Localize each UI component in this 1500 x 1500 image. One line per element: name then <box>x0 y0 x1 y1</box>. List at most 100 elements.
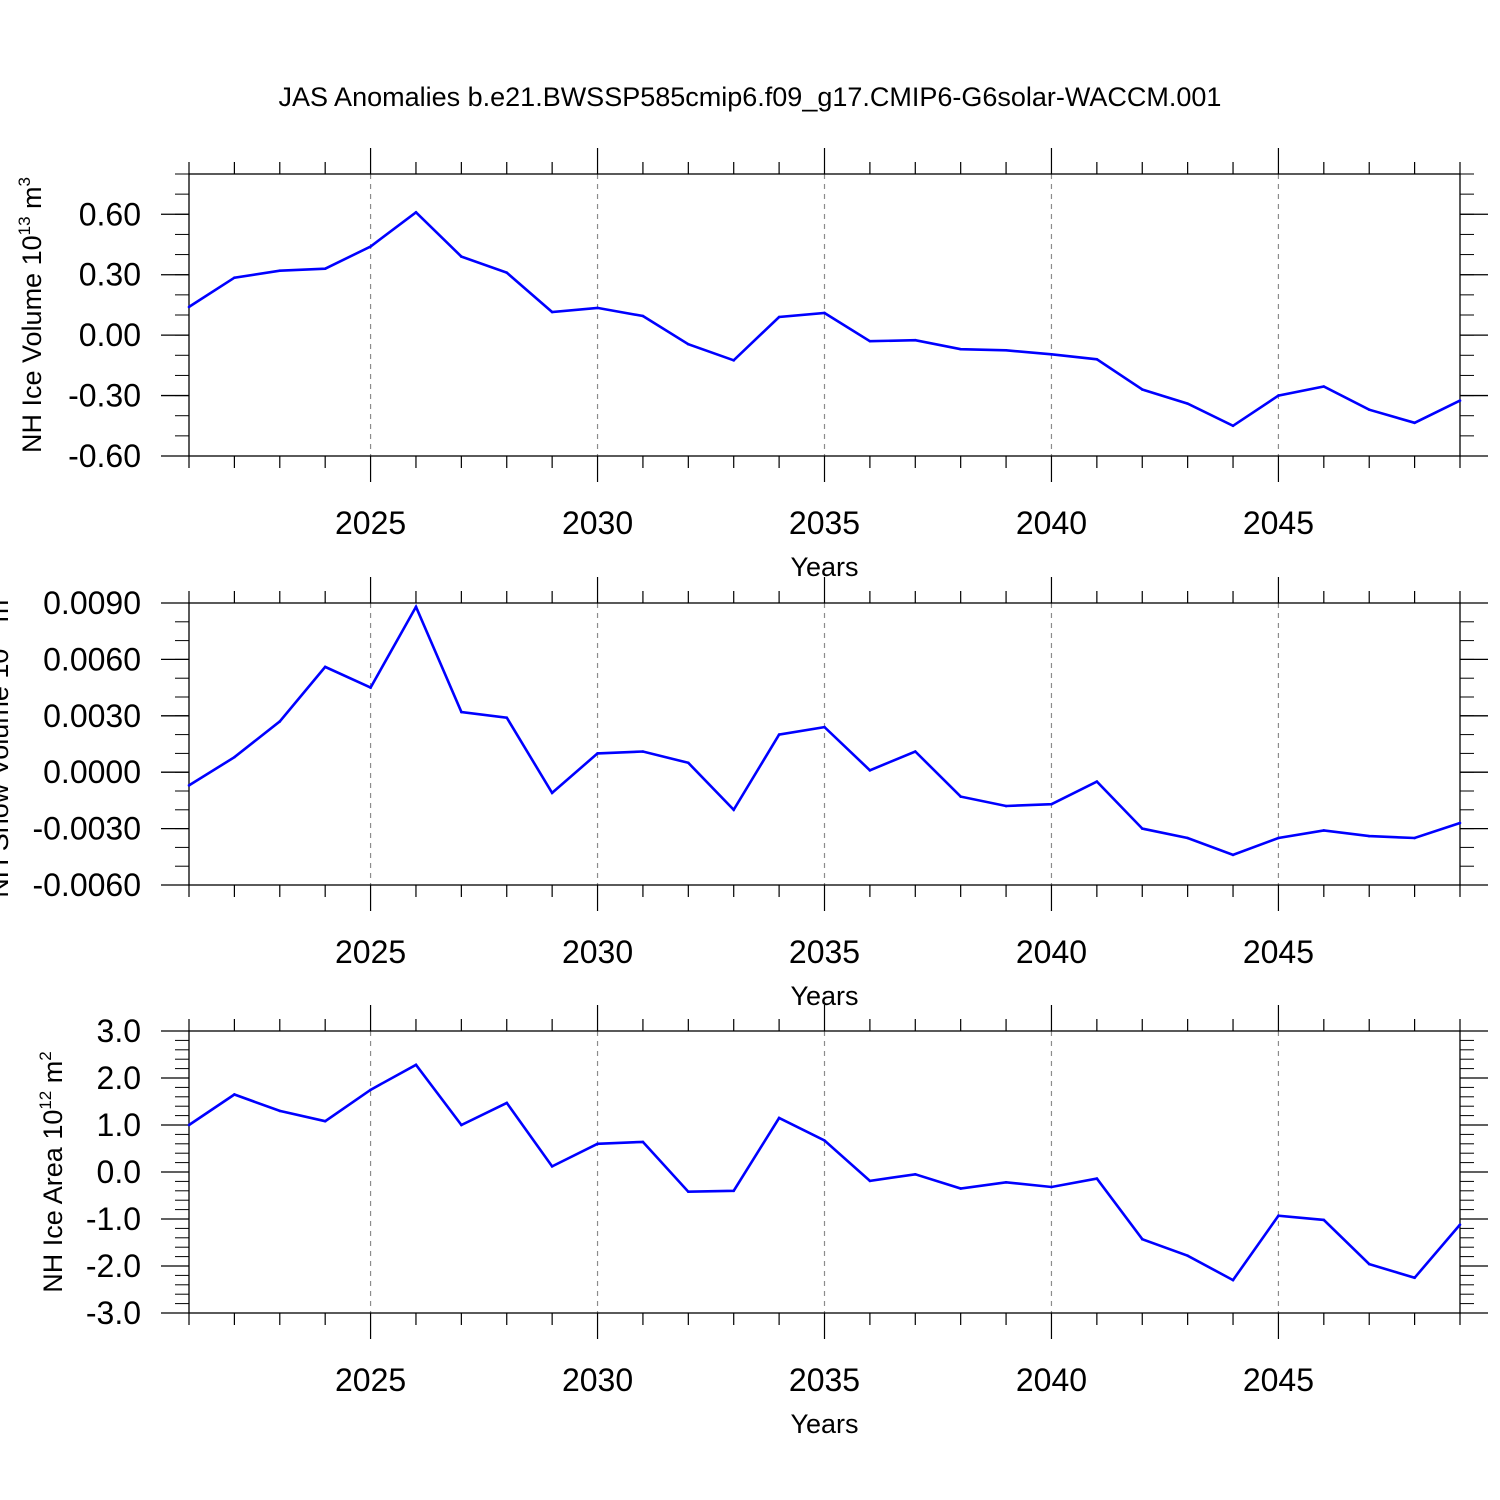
data-point <box>959 795 962 798</box>
data-point <box>414 605 418 609</box>
data-point <box>550 791 554 795</box>
y-tick-label: -0.0060 <box>32 867 141 903</box>
data-point <box>414 210 418 214</box>
x-tick-label: 2040 <box>1016 934 1087 970</box>
data-point <box>1458 1223 1462 1226</box>
data-point <box>687 342 690 346</box>
x-tick-label: 2045 <box>1243 505 1314 541</box>
x-tick-label: 2035 <box>789 1362 860 1398</box>
data-point <box>1413 1276 1416 1280</box>
data-point <box>550 310 554 314</box>
data-point <box>1186 402 1189 405</box>
data-point <box>1004 804 1008 808</box>
data-point <box>1277 836 1280 840</box>
data-point <box>414 1063 418 1067</box>
data-point <box>1413 836 1416 840</box>
data-point <box>460 255 463 258</box>
data-point <box>505 1101 509 1105</box>
y-tick-label: 1.0 <box>97 1107 141 1143</box>
y-axis-label: NH Ice Area 1012 m2 <box>36 1051 68 1292</box>
data-point <box>868 769 872 772</box>
data-point <box>323 1119 327 1123</box>
x-tick-label: 2025 <box>335 934 406 970</box>
x-tick-label: 2030 <box>562 505 633 541</box>
x-tick-label: 2045 <box>1243 934 1314 970</box>
data-point <box>596 752 599 755</box>
data-point <box>1050 1185 1053 1189</box>
y-tick-label: 0.0 <box>97 1154 141 1190</box>
data-point <box>278 720 282 723</box>
y-tick-label: 2.0 <box>97 1060 141 1096</box>
data-point <box>233 755 236 759</box>
data-point <box>233 1093 236 1096</box>
data-point <box>868 339 872 343</box>
data-point <box>460 1123 463 1127</box>
y-tick-label: -3.0 <box>86 1295 141 1331</box>
data-point <box>1186 1254 1189 1257</box>
y-tick-label: -0.60 <box>68 438 141 474</box>
data-point <box>1367 408 1371 411</box>
x-tick-label: 2045 <box>1243 1362 1314 1398</box>
y-tick-label: 0.0090 <box>43 585 141 621</box>
x-tick-label: 2035 <box>789 934 860 970</box>
data-point <box>823 311 826 315</box>
data-point <box>505 716 509 719</box>
data-point <box>505 271 509 275</box>
panel-ice-volume: 2025 2030 2035 2040 2045Years0.600.300.00-0.… <box>15 148 1488 582</box>
x-tick-label: 2030 <box>562 934 633 970</box>
x-tick-label: 2025 <box>335 505 406 541</box>
data-point <box>1050 802 1053 806</box>
data-point <box>1231 1278 1235 1282</box>
data-point <box>323 665 327 669</box>
data-point <box>1367 834 1371 838</box>
data-point <box>777 1116 781 1120</box>
data-point <box>823 1139 826 1142</box>
data-point <box>687 1190 690 1194</box>
y-tick-label: 0.60 <box>79 196 141 232</box>
chart-title: JAS Anomalies b.e21.BWSSP585cmip6.f09_g1… <box>278 82 1222 112</box>
x-tick-label: 2025 <box>335 1362 406 1398</box>
data-point <box>959 347 962 351</box>
data-point <box>687 761 690 765</box>
data-point <box>1322 1218 1326 1222</box>
data-point <box>1277 394 1280 397</box>
data-point <box>1140 827 1144 830</box>
data-point <box>1140 388 1144 391</box>
panel-ice-area: 2025 2030 2035 2040 2045 Years 3.0 2.0 1.0 0.0 -1.… <box>36 1005 1488 1439</box>
data-point <box>1186 836 1189 840</box>
data-point <box>278 1109 282 1113</box>
data-point <box>868 1179 872 1183</box>
data-point <box>777 315 781 319</box>
data-point <box>777 733 781 736</box>
data-point <box>641 314 645 318</box>
data-point <box>323 267 327 270</box>
y-tick-label: 0.0000 <box>43 754 141 790</box>
data-point <box>959 1187 962 1190</box>
y-tick-label: 0.30 <box>79 257 141 293</box>
data-point <box>1458 399 1462 402</box>
y-tick-label: 0.0060 <box>43 641 141 677</box>
data-point <box>1004 348 1008 352</box>
data-point <box>641 750 645 753</box>
data-point <box>1095 1177 1099 1180</box>
data-point <box>1413 421 1416 425</box>
y-tick-label: 0.0030 <box>43 698 141 734</box>
x-tick-label: 2030 <box>562 1362 633 1398</box>
data-point <box>596 306 599 310</box>
data-point <box>278 269 282 272</box>
y-axis-label: NH Snow Volume 1013 m3 <box>0 590 14 898</box>
data-point <box>187 1123 191 1127</box>
y-tick-label: -2.0 <box>86 1248 141 1284</box>
x-tick-label: 2040 <box>1016 1362 1087 1398</box>
data-point <box>550 1165 554 1168</box>
data-point <box>1277 1214 1280 1218</box>
data-point <box>641 1140 645 1144</box>
data-point <box>369 245 372 248</box>
y-tick-label: 3.0 <box>97 1013 141 1049</box>
data-point <box>1140 1237 1144 1241</box>
data-point <box>1367 1262 1371 1266</box>
data-point <box>187 305 191 309</box>
data-point <box>1231 424 1235 428</box>
data-point <box>1231 853 1235 857</box>
